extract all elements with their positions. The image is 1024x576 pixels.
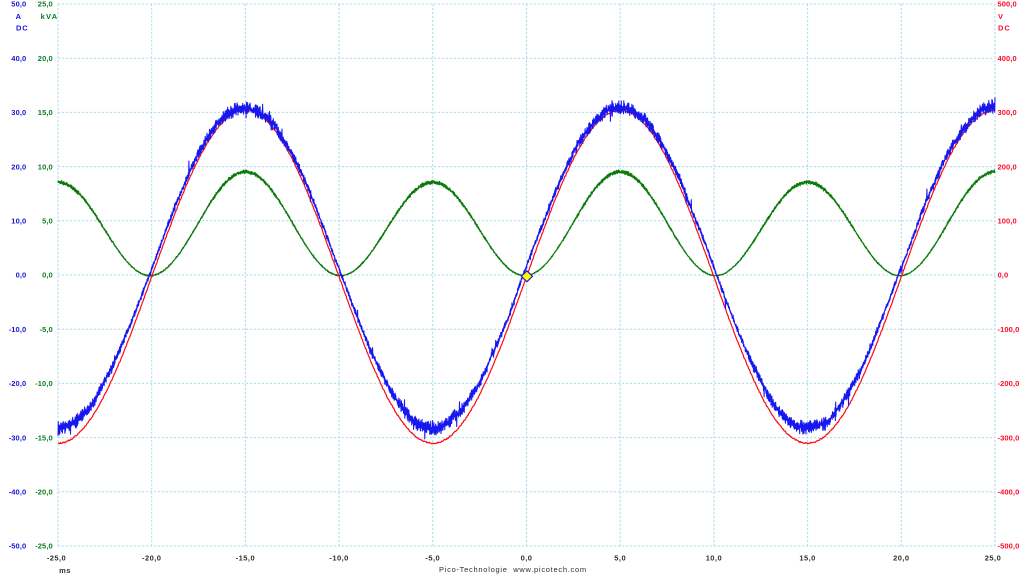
svg-text:DC: DC [16, 24, 29, 33]
svg-text:100,0: 100,0 [998, 217, 1017, 226]
svg-text:10,0: 10,0 [38, 162, 53, 171]
svg-text:-25,0: -25,0 [35, 542, 53, 551]
svg-text:-30,0: -30,0 [9, 433, 27, 442]
svg-text:-400,0: -400,0 [998, 488, 1020, 497]
svg-text:40,0: 40,0 [11, 54, 26, 63]
svg-text:0,0: 0,0 [998, 271, 1009, 280]
svg-text:A: A [16, 12, 22, 21]
svg-text:25,0: 25,0 [38, 0, 53, 9]
svg-text:0,0: 0,0 [16, 271, 27, 280]
svg-text:-5,0: -5,0 [39, 325, 52, 334]
svg-text:15,0: 15,0 [799, 554, 815, 563]
svg-text:5,0: 5,0 [614, 554, 626, 563]
svg-text:-100,0: -100,0 [998, 325, 1020, 334]
svg-text:-25,0: -25,0 [47, 554, 66, 563]
svg-text:-20,0: -20,0 [35, 488, 53, 497]
svg-text:200,0: 200,0 [998, 162, 1017, 171]
svg-text:-20,0: -20,0 [9, 379, 27, 388]
svg-text:-50,0: -50,0 [9, 542, 27, 551]
svg-text:5,0: 5,0 [42, 217, 53, 226]
svg-text:10,0: 10,0 [11, 217, 26, 226]
svg-text:-20,0: -20,0 [142, 554, 161, 563]
svg-text:Pico-Technologie www.picotech: Pico-Technologie www.picotech.com [439, 565, 587, 574]
svg-text:50,0: 50,0 [11, 0, 26, 9]
svg-text:25,0: 25,0 [985, 554, 1001, 563]
svg-text:400,0: 400,0 [998, 54, 1017, 63]
svg-text:500,0: 500,0 [998, 0, 1017, 9]
svg-text:0,0: 0,0 [42, 271, 53, 280]
svg-text:-40,0: -40,0 [9, 488, 27, 497]
svg-text:-200,0: -200,0 [998, 379, 1020, 388]
svg-text:20,0: 20,0 [893, 554, 909, 563]
svg-text:-15,0: -15,0 [35, 433, 53, 442]
svg-text:30,0: 30,0 [11, 108, 26, 117]
svg-text:-500,0: -500,0 [998, 542, 1020, 551]
svg-text:kVA: kVA [41, 12, 59, 21]
svg-text:-10,0: -10,0 [9, 325, 27, 334]
svg-text:ms: ms [59, 566, 71, 575]
svg-text:-15,0: -15,0 [236, 554, 255, 563]
svg-text:0,0: 0,0 [521, 554, 533, 563]
svg-text:15,0: 15,0 [38, 108, 53, 117]
svg-text:20,0: 20,0 [11, 162, 26, 171]
svg-text:20,0: 20,0 [38, 54, 53, 63]
svg-text:-300,0: -300,0 [998, 433, 1020, 442]
svg-text:-10,0: -10,0 [329, 554, 348, 563]
svg-text:V: V [998, 12, 1003, 21]
svg-text:-5,0: -5,0 [425, 554, 440, 563]
svg-text:DC: DC [998, 24, 1011, 33]
svg-text:10,0: 10,0 [706, 554, 722, 563]
svg-text:-10,0: -10,0 [35, 379, 53, 388]
svg-text:300,0: 300,0 [998, 108, 1017, 117]
